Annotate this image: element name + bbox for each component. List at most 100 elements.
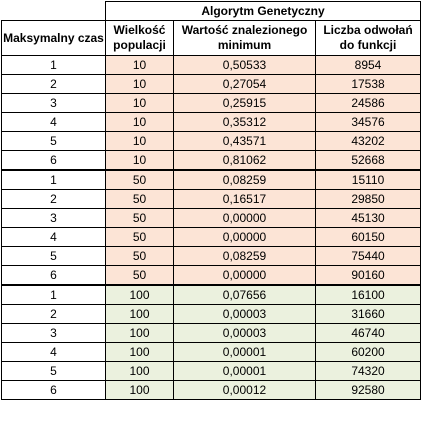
cell-function-calls: 43202 [314, 131, 422, 151]
cell-max-time: 5 [1, 361, 106, 381]
cell-minimum-value: 0,00003 [173, 304, 316, 324]
cell-max-time: 4 [1, 227, 106, 247]
cell-minimum-value: 0,50533 [173, 55, 316, 75]
cell-function-calls: 75440 [314, 246, 422, 266]
cell-max-time: 3 [1, 93, 106, 113]
cell-minimum-value: 0,81062 [173, 150, 316, 171]
cell-minimum-value: 0,07656 [173, 284, 316, 305]
cell-minimum-value: 0,08259 [173, 169, 316, 190]
cell-max-time: 1 [1, 284, 106, 305]
table-row: 4 100 0,00001 60200 [1, 342, 422, 362]
table-row: 3 50 0,00000 45130 [1, 208, 422, 228]
cell-function-calls: 90160 [314, 265, 422, 286]
group-header-row: Algorytm Genetyczny [1, 1, 422, 21]
cell-function-calls: 15110 [314, 169, 422, 190]
cell-function-calls: 16100 [314, 284, 422, 305]
results-table: Algorytm Genetyczny Maksymalny czas Wiel… [1, 1, 422, 400]
cell-function-calls: 60200 [314, 342, 422, 362]
header-minimum-value: Wartość znalezionego minimum [173, 20, 316, 56]
cell-population-size: 50 [105, 227, 174, 247]
cell-population-size: 50 [105, 189, 174, 209]
cell-population-size: 50 [105, 265, 174, 286]
table-body: 1 10 0,50533 8954 2 10 0,27054 17538 3 10 0,25915 2… [1, 55, 422, 400]
cell-function-calls: 45130 [314, 208, 422, 228]
cell-population-size: 100 [105, 361, 174, 381]
cell-population-size: 100 [105, 323, 174, 343]
table-row: 2 50 0,16517 29850 [1, 189, 422, 209]
table-row: 2 100 0,00003 31660 [1, 304, 422, 324]
cell-minimum-value: 0,00003 [173, 323, 316, 343]
header-function-calls: Liczba odwołań do funkcji [314, 20, 422, 56]
cell-minimum-value: 0,00001 [173, 361, 316, 381]
table-row: 3 100 0,00003 46740 [1, 323, 422, 343]
header-population-size: Wielkość populacji [105, 20, 174, 56]
empty-corner-cell [1, 1, 106, 21]
table-row: 1 10 0,50533 8954 [1, 55, 422, 75]
cell-population-size: 100 [105, 342, 174, 362]
cell-function-calls: 29850 [314, 189, 422, 209]
group-header: Algorytm Genetyczny [104, 1, 422, 21]
cell-minimum-value: 0,00001 [173, 342, 316, 362]
table-row: 3 10 0,25915 24586 [1, 93, 422, 113]
cell-minimum-value: 0,00000 [173, 265, 316, 286]
cell-max-time: 1 [1, 55, 106, 75]
table-row: 5 100 0,00001 74320 [1, 361, 422, 381]
cell-max-time: 2 [1, 304, 106, 324]
cell-population-size: 10 [105, 150, 174, 171]
cell-function-calls: 46740 [314, 323, 422, 343]
cell-max-time: 6 [1, 380, 106, 400]
cell-function-calls: 60150 [314, 227, 422, 247]
cell-population-size: 100 [105, 304, 174, 324]
cell-max-time: 6 [1, 265, 106, 286]
cell-max-time: 3 [1, 208, 106, 228]
cell-population-size: 10 [105, 74, 174, 94]
cell-max-time: 2 [1, 189, 106, 209]
table-row: 6 50 0,00000 90160 [1, 265, 422, 286]
cell-population-size: 50 [105, 169, 174, 190]
cell-function-calls: 52668 [314, 150, 422, 171]
table-row: 4 10 0,35312 34576 [1, 112, 422, 132]
table-row: 4 50 0,00000 60150 [1, 227, 422, 247]
cell-minimum-value: 0,25915 [173, 93, 316, 113]
table-row: 6 100 0,00012 92580 [1, 380, 422, 400]
cell-function-calls: 17538 [314, 74, 422, 94]
column-header-row: Maksymalny czas Wielkość populacji Warto… [1, 20, 422, 56]
cell-population-size: 100 [105, 284, 174, 305]
header-max-time: Maksymalny czas [1, 20, 106, 56]
cell-function-calls: 74320 [314, 361, 422, 381]
cell-population-size: 10 [105, 131, 174, 151]
cell-max-time: 1 [1, 169, 106, 190]
cell-max-time: 4 [1, 112, 106, 132]
cell-function-calls: 92580 [314, 380, 422, 400]
cell-max-time: 2 [1, 74, 106, 94]
cell-function-calls: 31660 [314, 304, 422, 324]
cell-minimum-value: 0,35312 [173, 112, 316, 132]
cell-max-time: 4 [1, 342, 106, 362]
cell-population-size: 10 [105, 112, 174, 132]
table-row: 5 50 0,08259 75440 [1, 246, 422, 266]
cell-max-time: 5 [1, 131, 106, 151]
cell-minimum-value: 0,00000 [173, 227, 316, 247]
cell-max-time: 3 [1, 323, 106, 343]
table-row: 5 10 0,43571 43202 [1, 131, 422, 151]
cell-max-time: 5 [1, 246, 106, 266]
cell-minimum-value: 0,43571 [173, 131, 316, 151]
cell-max-time: 6 [1, 150, 106, 171]
cell-population-size: 10 [105, 93, 174, 113]
table-row: 6 10 0,81062 52668 [1, 150, 422, 171]
cell-population-size: 50 [105, 208, 174, 228]
table-row: 1 50 0,08259 15110 [1, 169, 422, 190]
cell-population-size: 100 [105, 380, 174, 400]
cell-minimum-value: 0,08259 [173, 246, 316, 266]
cell-function-calls: 8954 [314, 55, 422, 75]
table-row: 1 100 0,07656 16100 [1, 284, 422, 305]
cell-minimum-value: 0,00000 [173, 208, 316, 228]
cell-minimum-value: 0,16517 [173, 189, 316, 209]
table-row: 2 10 0,27054 17538 [1, 74, 422, 94]
cell-minimum-value: 0,27054 [173, 74, 316, 94]
cell-population-size: 50 [105, 246, 174, 266]
cell-population-size: 10 [105, 55, 174, 75]
cell-function-calls: 34576 [314, 112, 422, 132]
cell-minimum-value: 0,00012 [173, 380, 316, 400]
cell-function-calls: 24586 [314, 93, 422, 113]
